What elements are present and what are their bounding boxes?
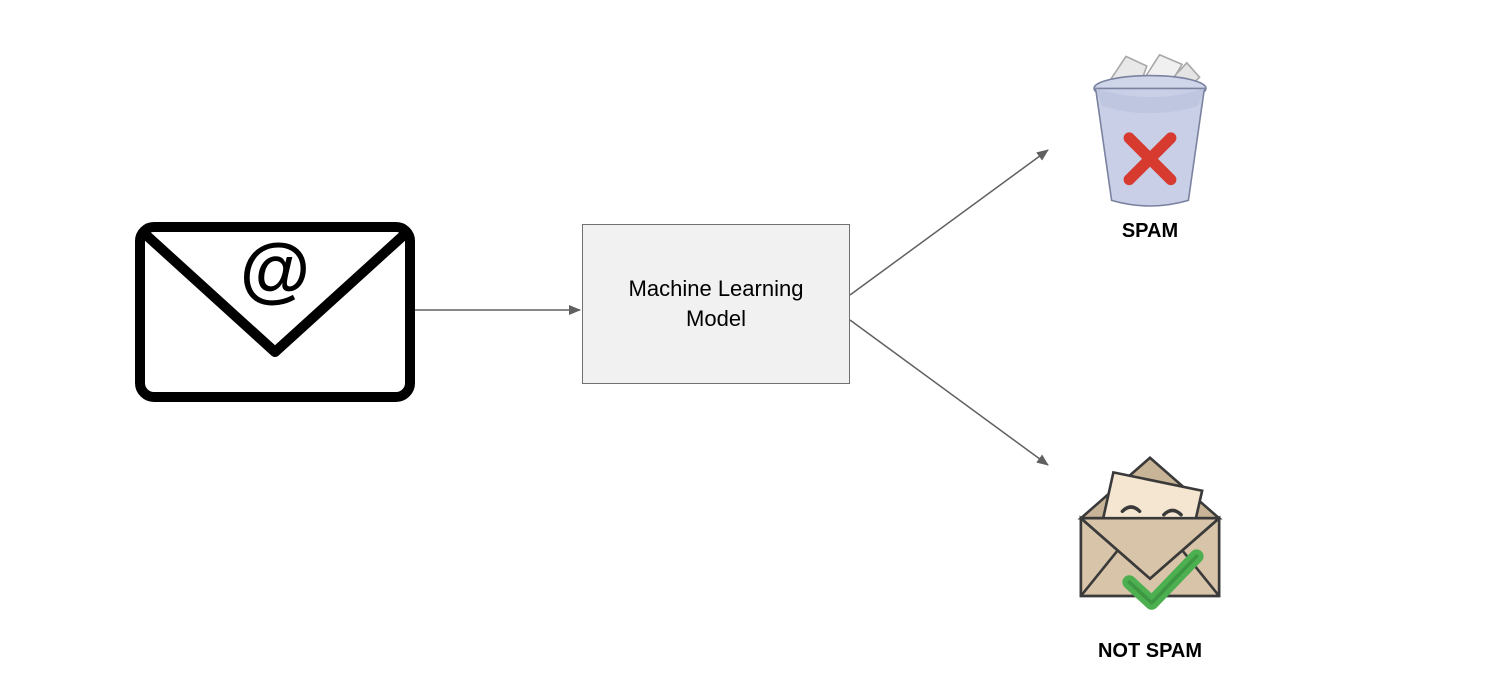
not-spam-label: NOT SPAM (1040, 640, 1260, 663)
model-label: Machine Learning Model (629, 274, 804, 333)
not-spam-output-node (1040, 420, 1260, 650)
email-input-node: @ (135, 222, 415, 402)
spam-label: SPAM (1050, 220, 1250, 243)
happy-envelope-icon (1055, 448, 1245, 623)
model-label-line1: Machine Learning (629, 274, 804, 304)
edge-arrow (850, 320, 1048, 465)
trash-can-icon (1070, 50, 1230, 210)
diagram-canvas: @ Machine Learning Model (0, 0, 1494, 692)
spam-output-node (1050, 20, 1250, 240)
model-node: Machine Learning Model (582, 224, 850, 384)
email-envelope-icon: @ (135, 222, 415, 402)
model-label-line2: Model (629, 304, 804, 334)
at-symbol: @ (240, 230, 310, 310)
edge-arrow (850, 150, 1048, 295)
